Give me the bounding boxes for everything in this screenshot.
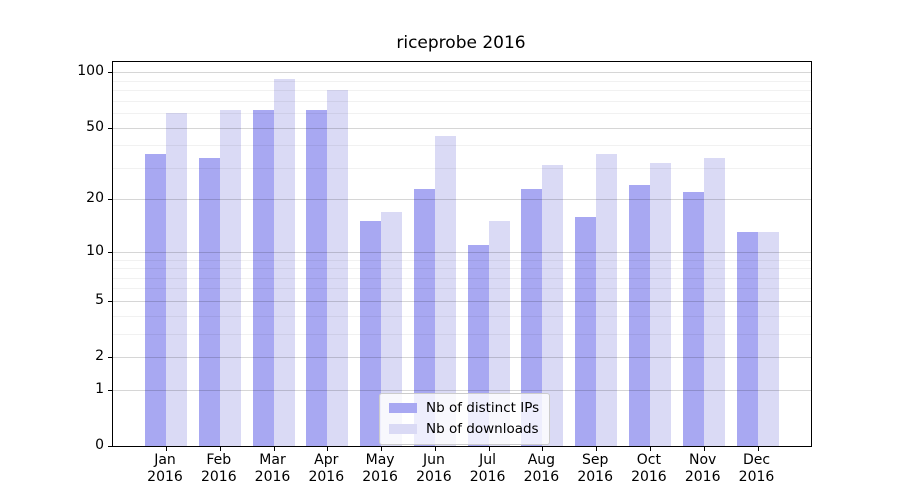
x-tick-label: Mar 2016 <box>254 452 291 485</box>
bar-nb-of-downloads-jul <box>488 221 510 446</box>
bar-nb-of-downloads-feb <box>219 110 241 446</box>
y-tick-mark <box>108 446 113 447</box>
bar-nb-of-distinct-ips-jan <box>145 153 166 446</box>
y-tick-mark <box>108 357 113 358</box>
bar-nb-of-distinct-ips-sep <box>575 216 597 446</box>
legend-item-downloads: Nb of downloads <box>389 421 539 437</box>
x-tick-label: Aug 2016 <box>523 452 560 485</box>
y-tick-mark <box>108 72 113 74</box>
bar-nb-of-distinct-ips-may <box>360 221 382 446</box>
ticks-layer <box>108 62 811 451</box>
x-tick-label: Sep 2016 <box>577 452 613 485</box>
legend-swatch-downloads <box>389 424 417 434</box>
plot-area: Nb of distinct IPs Nb of downloads <box>108 61 812 451</box>
chart-title: riceprobe 2016 <box>396 33 526 53</box>
bar-nb-of-downloads-dec <box>757 232 779 446</box>
y-tick-mark <box>108 300 113 302</box>
y-tick-label: 2 <box>95 348 104 364</box>
x-tick-mark <box>219 446 221 451</box>
x-tick-mark <box>488 446 490 451</box>
bar-nb-of-distinct-ips-apr <box>306 110 328 446</box>
x-tick-label: Oct 2016 <box>631 452 667 485</box>
bar-nb-of-downloads-apr <box>327 90 349 446</box>
y-tick-mark <box>108 251 113 253</box>
legend-item-distinct-ips: Nb of distinct IPs <box>389 400 539 416</box>
y-tick-label: 1 <box>95 380 104 397</box>
y-tick-mark <box>108 389 113 391</box>
x-tick-mark <box>757 446 759 451</box>
y-tick-label: 50 <box>86 118 104 135</box>
bar-nb-of-downloads-mar <box>273 78 295 446</box>
bar-nb-of-distinct-ips-oct <box>628 185 650 446</box>
legend-swatch-distinct-ips <box>389 403 417 413</box>
bar-nb-of-distinct-ips-mar <box>252 110 274 446</box>
x-tick-mark <box>166 446 167 451</box>
bar-nb-of-downloads-jan <box>166 113 187 446</box>
x-tick-label: Jan 2016 <box>147 452 183 485</box>
x-tick-mark <box>542 446 544 451</box>
legend: Nb of distinct IPs Nb of downloads <box>379 393 551 445</box>
bar-nb-of-distinct-ips-aug <box>521 188 543 446</box>
bar-nb-of-distinct-ips-feb <box>198 158 220 446</box>
x-tick-label: Jul 2016 <box>469 452 506 485</box>
x-tick-label: May 2016 <box>362 452 398 485</box>
x-tick-label: Apr 2016 <box>308 452 345 485</box>
y-tick-label: 100 <box>77 63 104 80</box>
bar-nb-of-distinct-ips-jun <box>413 188 435 446</box>
x-tick-mark <box>703 446 705 451</box>
x-tick-mark <box>434 446 436 451</box>
y-tick-mark <box>108 199 113 201</box>
bar-nb-of-downloads-aug <box>542 165 564 446</box>
x-tick-mark <box>381 446 383 451</box>
bar-nb-of-distinct-ips-nov <box>682 192 704 446</box>
y-tick-mark <box>108 127 113 129</box>
x-tick-mark <box>649 446 651 451</box>
x-tick-label: Jun 2016 <box>416 452 452 485</box>
y-tick-label: 5 <box>95 291 104 308</box>
bar-nb-of-downloads-nov <box>703 158 725 446</box>
bar-nb-of-distinct-ips-dec <box>736 232 758 446</box>
x-tick-label: Dec 2016 <box>738 452 775 485</box>
legend-label-downloads: Nb of downloads <box>426 421 539 437</box>
bar-nb-of-downloads-may <box>381 211 403 446</box>
bar-nb-of-downloads-sep <box>596 153 618 446</box>
y-tick-label: 20 <box>86 190 104 207</box>
x-tick-mark <box>596 446 598 451</box>
y-tick-label: 0 <box>95 437 104 453</box>
bars-layer <box>113 62 811 446</box>
x-tick-label: Nov 2016 <box>684 452 721 485</box>
x-tick-mark <box>327 446 329 451</box>
x-tick-mark <box>273 446 275 451</box>
y-tick-label: 10 <box>86 242 104 259</box>
legend-label-distinct-ips: Nb of distinct IPs <box>426 400 540 416</box>
bar-nb-of-downloads-jun <box>434 135 456 446</box>
x-tick-label: Feb 2016 <box>200 452 237 485</box>
bar-nb-of-downloads-oct <box>649 162 671 446</box>
